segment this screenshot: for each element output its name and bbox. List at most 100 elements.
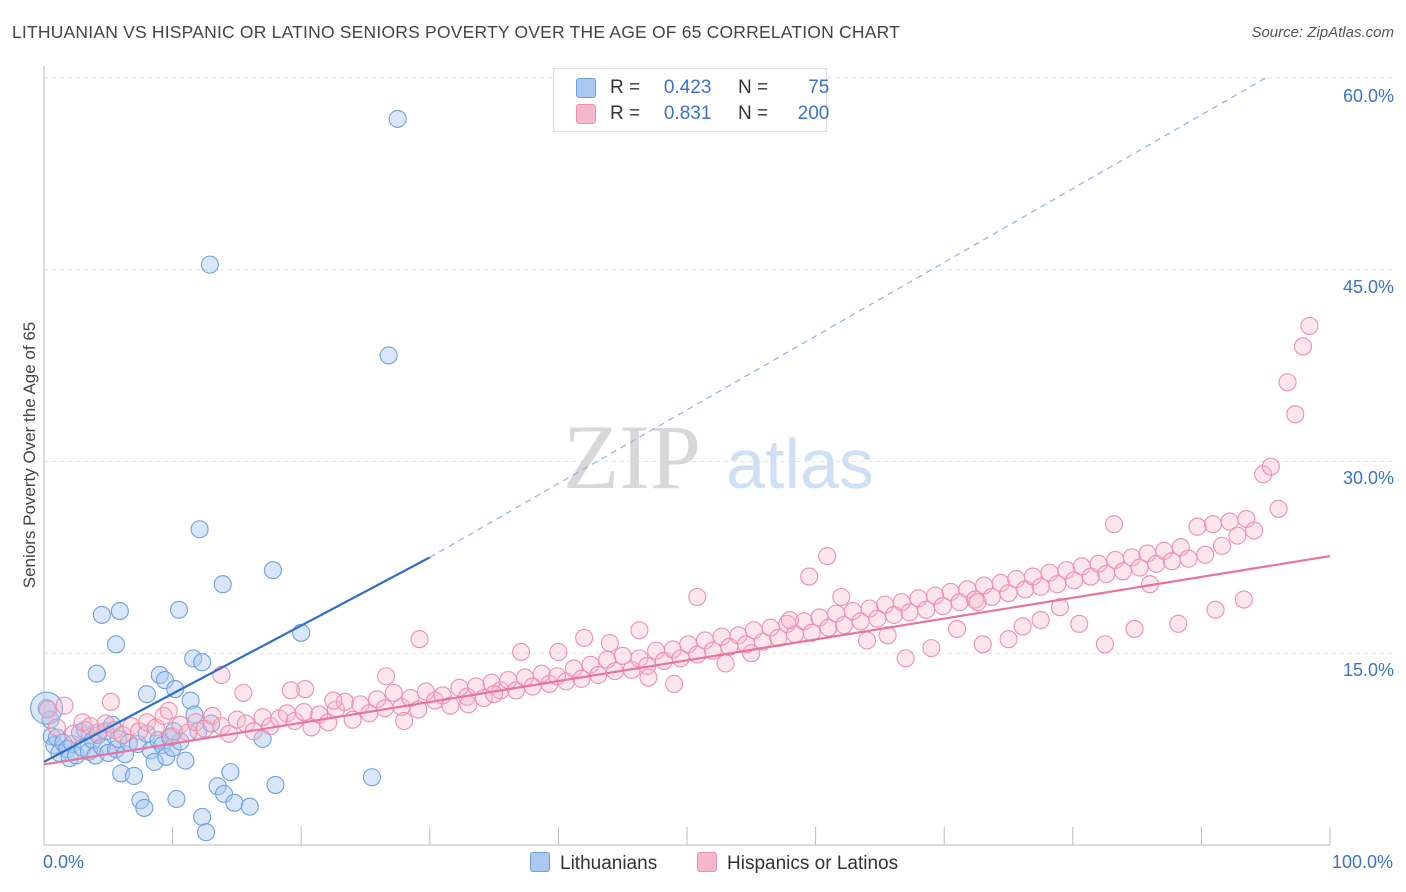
data-point: [1212, 536, 1232, 555]
data-point: [137, 713, 156, 732]
data-point: [167, 789, 186, 809]
data-point: [135, 798, 154, 817]
data-point: [1125, 619, 1144, 639]
legend-n-label: N =: [737, 77, 769, 98]
bottom-legend-swatch-lithuanians: [530, 852, 550, 872]
data-point: [917, 600, 936, 619]
data-point: [193, 653, 212, 672]
data-point: [395, 711, 414, 731]
data-point: [227, 710, 246, 729]
trend-lines: [43, 77, 1331, 766]
gridlines: [44, 77, 1395, 654]
data-point: [377, 667, 396, 686]
data-point: [512, 642, 531, 662]
data-point: [958, 580, 977, 599]
data-point: [294, 703, 313, 722]
data-point: [549, 642, 568, 662]
data-point: [263, 561, 282, 580]
legend: R = 0.423 N = 75 R = 0.831 N = 200: [553, 68, 830, 132]
data-point: [234, 683, 253, 702]
data-point: [926, 586, 945, 605]
data-point: [379, 346, 398, 365]
data-point: [410, 630, 429, 649]
data-point: [214, 784, 234, 803]
data-point: [485, 685, 504, 704]
data-point: [999, 630, 1018, 649]
data-point: [1269, 499, 1288, 518]
data-point: [181, 691, 200, 710]
data-point: [164, 722, 183, 741]
data-point: [137, 685, 156, 704]
data-point: [695, 631, 715, 650]
data-point: [1300, 316, 1319, 336]
data-point: [933, 596, 952, 616]
y-tick-label-15: 15.0%: [1342, 660, 1394, 680]
y-tick-label-30: 30.0%: [1342, 468, 1394, 488]
data-point: [292, 623, 311, 642]
data-point: [688, 587, 707, 607]
data-point: [639, 668, 658, 687]
data-point: [213, 575, 232, 594]
data-point: [832, 587, 851, 607]
data-point: [564, 659, 583, 678]
data-point: [1196, 545, 1215, 564]
data-point: [1031, 610, 1050, 630]
data-point: [630, 649, 649, 668]
data-point: [581, 655, 600, 674]
y-tick-label-45: 45.0%: [1342, 277, 1394, 297]
data-point: [1188, 517, 1207, 536]
data-point: [171, 715, 190, 734]
data-point: [1234, 590, 1253, 609]
data-point: [1278, 373, 1297, 392]
data-point: [575, 628, 594, 647]
legend-n-value: 200: [797, 103, 830, 124]
data-point: [1089, 554, 1108, 573]
data-point: [819, 618, 838, 637]
legend-swatch-lithuanians: [576, 78, 596, 98]
data-point: [630, 621, 649, 640]
data-point: [1293, 337, 1313, 356]
data-point: [388, 109, 407, 128]
data-point: [1179, 549, 1198, 568]
data-point: [240, 797, 259, 816]
data-point: [922, 639, 941, 658]
trend-line-lithuanians-extended: [429, 77, 1266, 558]
data-point: [193, 807, 212, 826]
data-point: [982, 587, 1001, 607]
data-point: [968, 593, 987, 612]
data-point: [266, 775, 285, 794]
data-point: [296, 679, 315, 699]
data-point: [30, 691, 64, 725]
data-point: [225, 793, 244, 812]
legend-r-label: R =: [610, 103, 641, 124]
data-point: [145, 752, 164, 771]
data-point: [1095, 635, 1114, 654]
data-point: [1057, 561, 1076, 580]
data-point: [1065, 571, 1084, 590]
data-point: [800, 567, 819, 586]
legend-n-value: 75: [808, 77, 830, 98]
x-tick-label-min: 0.0%: [43, 852, 85, 872]
data-point: [362, 768, 381, 787]
data-point: [857, 631, 877, 650]
data-point: [999, 584, 1018, 603]
data-point: [1013, 617, 1032, 636]
data-point: [532, 664, 551, 683]
data-point: [1169, 614, 1188, 633]
bottom-legend-lithuanians: Lithuanians: [530, 852, 657, 875]
data-point: [991, 573, 1010, 592]
data-point: [384, 683, 403, 702]
trend-line-hispanics: [43, 555, 1331, 766]
data-point: [154, 706, 173, 725]
data-point: [1070, 614, 1089, 633]
bottom-legend-label: Lithuanians: [560, 853, 658, 874]
data-point: [124, 766, 144, 786]
data-point: [157, 747, 176, 766]
data-point: [47, 718, 66, 737]
data-point: [208, 777, 227, 796]
chart-source: Source: ZipAtlas.com: [1251, 24, 1394, 41]
data-point: [753, 632, 772, 651]
data-point: [868, 609, 887, 628]
data-point: [1245, 521, 1264, 540]
data-point: [892, 593, 911, 612]
